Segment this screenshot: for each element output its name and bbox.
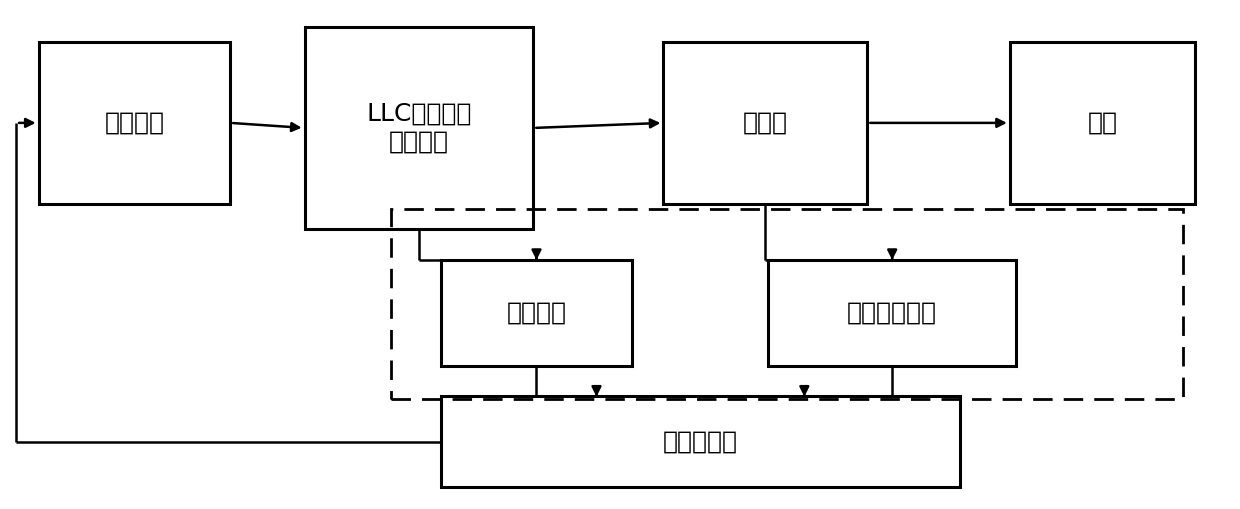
Bar — [391, 209, 1183, 399]
Text: LLC串联谐振
变换电路: LLC串联谐振 变换电路 — [366, 102, 471, 154]
Bar — [1009, 42, 1195, 204]
Text: 负载: 负载 — [1087, 111, 1117, 135]
Bar — [663, 42, 868, 204]
Bar — [38, 42, 231, 204]
Bar — [305, 26, 533, 229]
Bar — [769, 260, 1016, 366]
Text: 逆变器: 逆变器 — [743, 111, 787, 135]
Text: 数字控制器: 数字控制器 — [663, 430, 738, 454]
Text: 驱动电路: 驱动电路 — [104, 111, 165, 135]
Bar — [440, 260, 632, 366]
Bar — [440, 396, 960, 487]
Text: 电压采样: 电压采样 — [506, 301, 567, 325]
Text: 逆变电流采样: 逆变电流采样 — [847, 301, 937, 325]
